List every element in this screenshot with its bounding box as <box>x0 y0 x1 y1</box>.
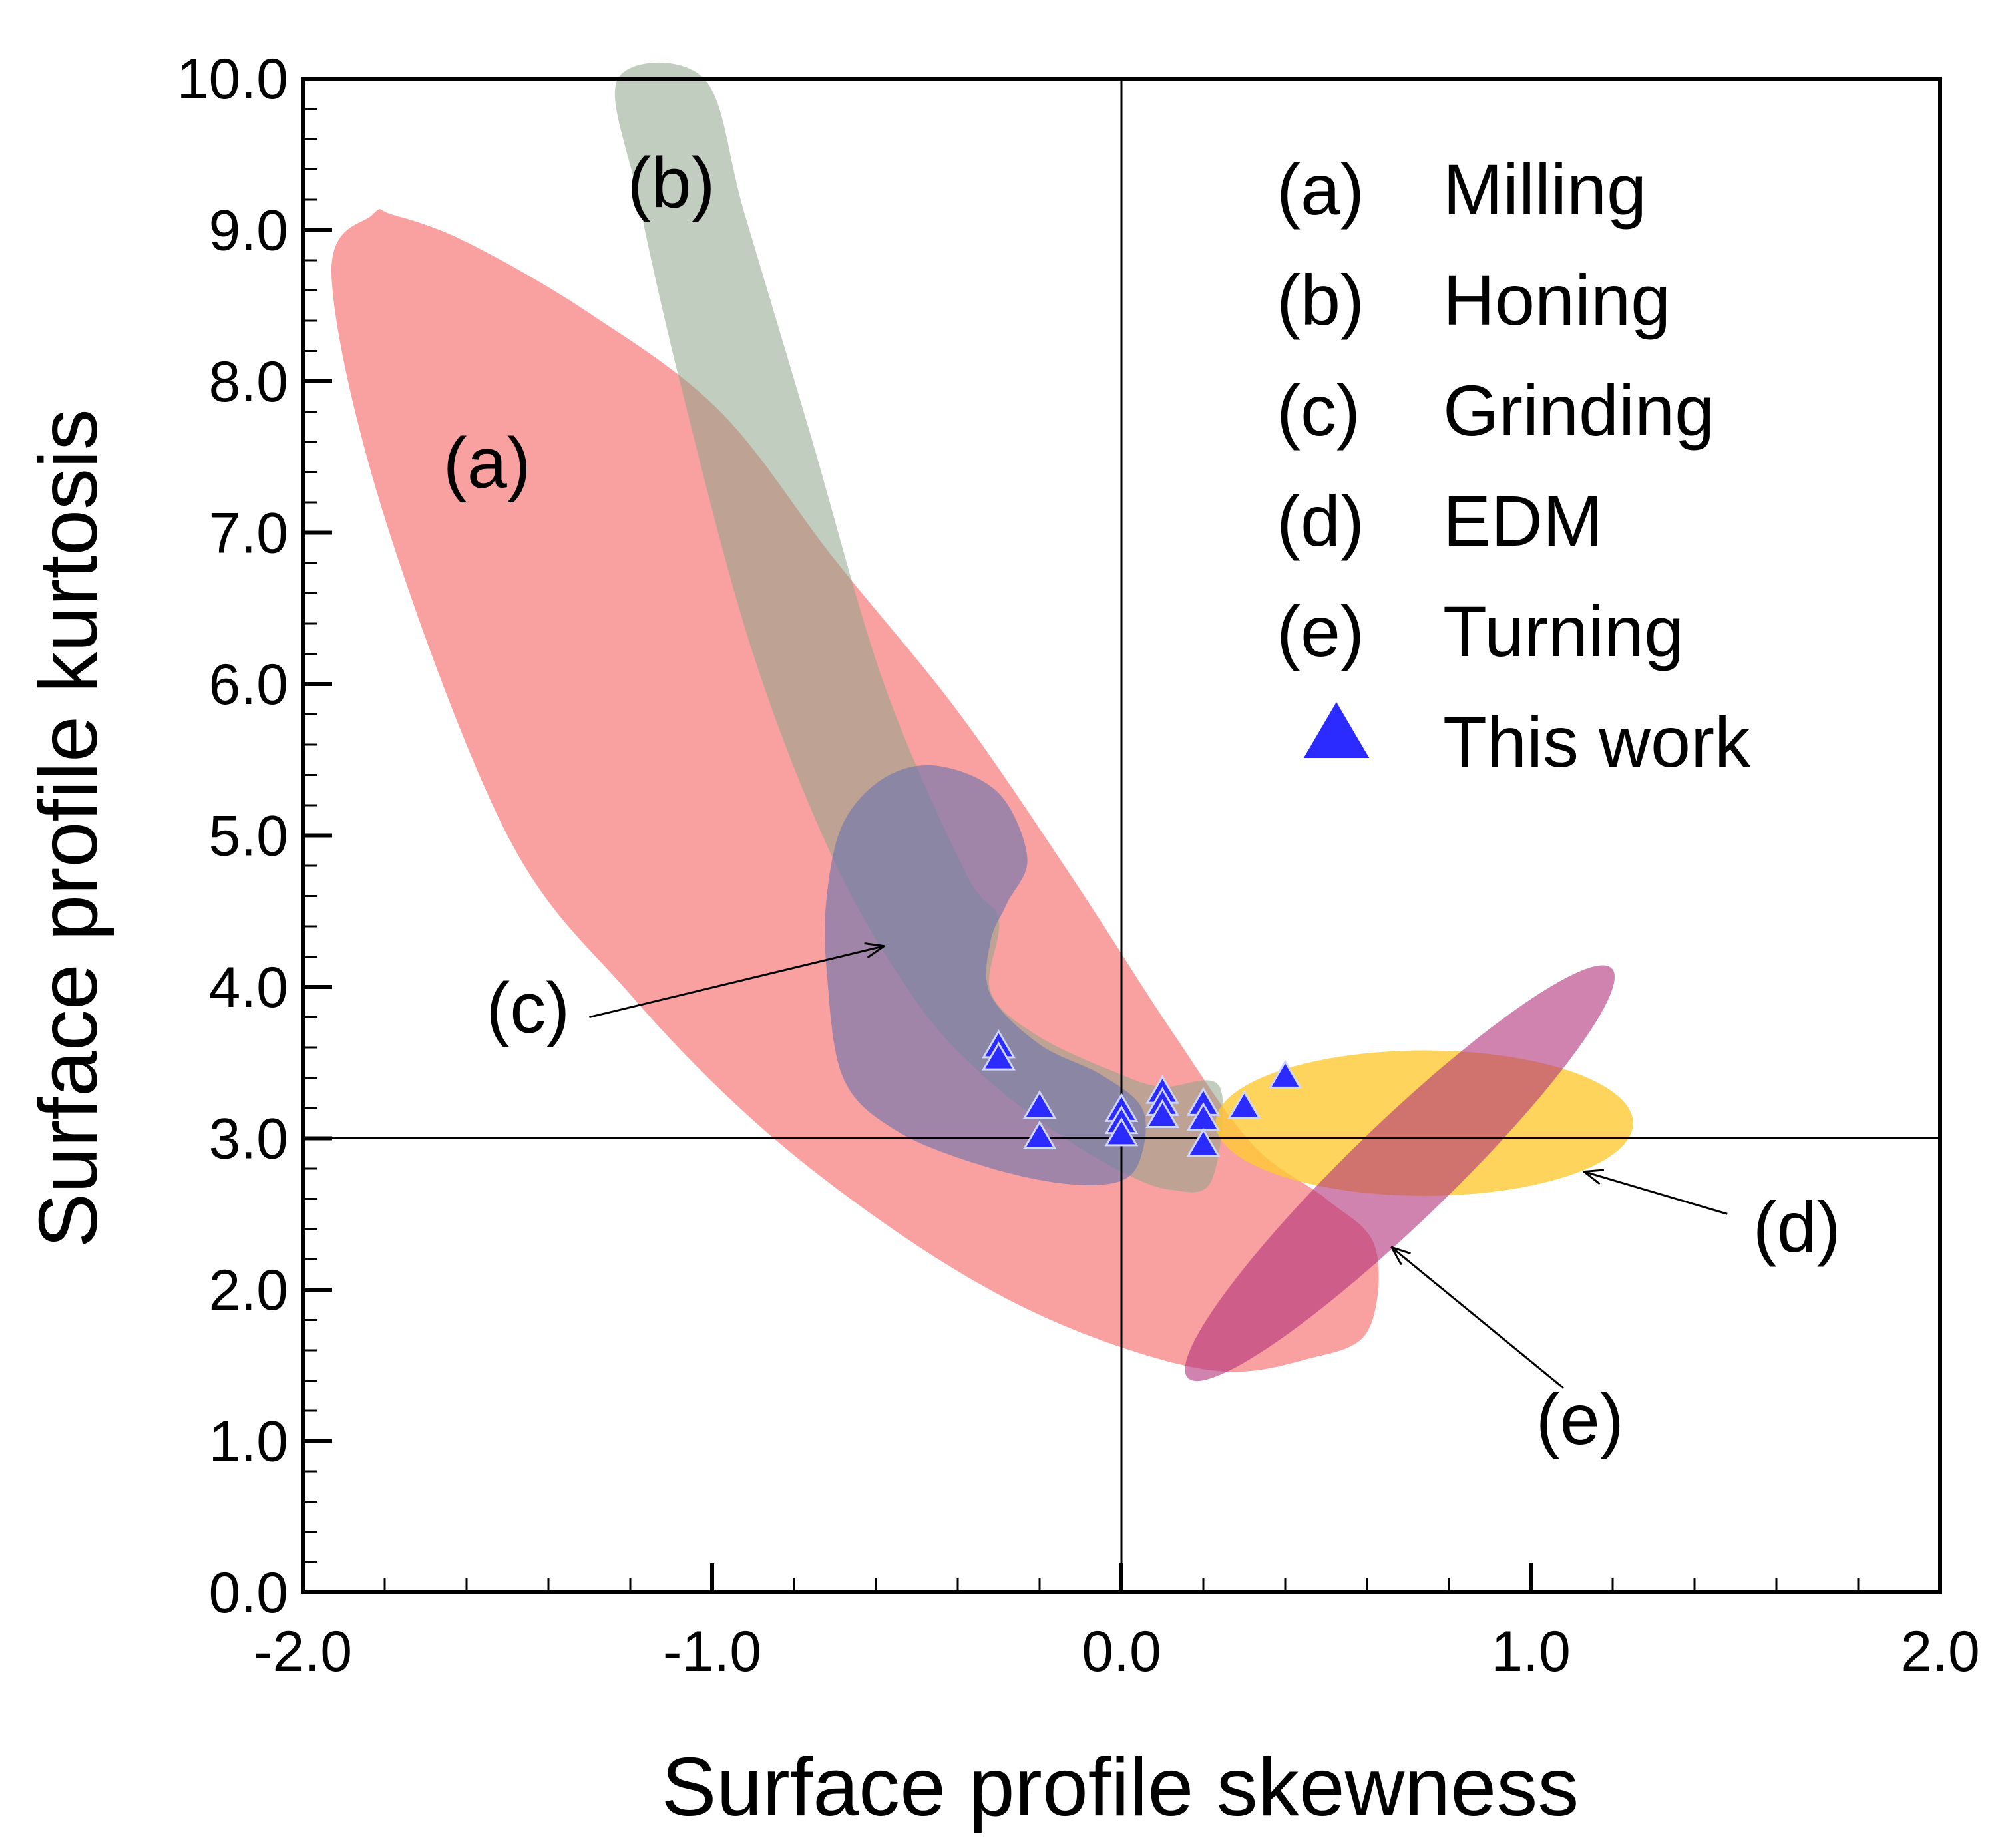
data-point-triangle <box>982 1041 1016 1071</box>
region-label-c: (c) <box>486 967 570 1047</box>
region-e-turning <box>1185 965 1615 1382</box>
x-axis-label: Surface profile skewness <box>662 1742 1579 1833</box>
region-c-grinding <box>825 765 1146 1185</box>
legend-tag: (b) <box>1277 260 1364 340</box>
y-tick-label: 1.0 <box>208 1410 288 1474</box>
data-point-triangle <box>1022 1090 1057 1119</box>
x-tick-label: 1.0 <box>1491 1620 1571 1684</box>
legend-label: Turning <box>1443 591 1684 671</box>
legend-item-this-work: This work <box>1303 701 1751 782</box>
legend-label: EDM <box>1443 480 1603 561</box>
y-tick-label: 5.0 <box>208 805 288 868</box>
region-label-a: (a) <box>443 422 531 502</box>
y-tick-label: 10.0 <box>177 47 288 111</box>
y-tick-label: 4.0 <box>208 956 288 1019</box>
legend-item-turning: (e) Turning <box>1277 591 1684 671</box>
y-tick-label: 2.0 <box>208 1258 288 1322</box>
legend-label: This work <box>1443 701 1751 782</box>
region-label-b: (b) <box>628 142 715 222</box>
y-tick-label: 0.0 <box>208 1561 288 1625</box>
axes: -2.0 -1.0 0.0 1.0 2.0 0.0 1.0 2.0 3.0 4.0 5.0 6.0 7.… <box>177 47 1980 1684</box>
data-point-triangle <box>1145 1099 1179 1129</box>
legend-tag: (e) <box>1277 591 1364 671</box>
y-tick-label: 9.0 <box>208 199 288 263</box>
legend-item-milling: (a) Milling <box>1277 149 1647 230</box>
this-work-points <box>982 1029 1303 1157</box>
y-tick-label: 6.0 <box>208 653 288 717</box>
data-point-triangle <box>1104 1117 1139 1147</box>
arrow-c <box>589 946 885 1018</box>
arrow-d <box>1584 1172 1728 1215</box>
y-tick-label: 7.0 <box>208 502 288 566</box>
legend-item-grinding: (c) Grinding <box>1277 370 1714 451</box>
legend-label: Honing <box>1443 260 1671 340</box>
legend-item-edm: (d) EDM <box>1277 480 1603 561</box>
data-point-triangle <box>1186 1127 1221 1157</box>
x-tick-label: 0.0 <box>1082 1620 1161 1684</box>
data-point-triangle <box>1022 1120 1057 1149</box>
y-axis-label: Surface profile kurtosis <box>23 409 114 1248</box>
arrow-e <box>1392 1247 1565 1389</box>
legend-tag: (c) <box>1277 370 1360 451</box>
legend-label: Grinding <box>1443 370 1714 451</box>
legend-item-honing: (b) Honing <box>1277 260 1671 340</box>
x-tick-label: 2.0 <box>1900 1620 1980 1684</box>
data-point-triangle <box>1227 1090 1261 1119</box>
region-b-honing <box>614 62 1223 1193</box>
region-label-d: (d) <box>1753 1187 1841 1267</box>
y-tick-label: 8.0 <box>208 350 288 414</box>
x-tick-label: -2.0 <box>254 1620 352 1684</box>
y-tick-label: 3.0 <box>208 1107 288 1171</box>
process-regions <box>331 62 1633 1382</box>
legend-tag: (d) <box>1277 480 1364 561</box>
data-point-triangle <box>1268 1059 1303 1089</box>
legend: (a) Milling (b) Honing (c) Grinding (d) EDM (e) T… <box>1277 149 1751 782</box>
legend-label: Milling <box>1443 149 1647 230</box>
legend-tag: (a) <box>1277 149 1364 230</box>
x-tick-label: -1.0 <box>663 1620 761 1684</box>
region-label-e: (e) <box>1536 1379 1624 1459</box>
legend-triangle-icon <box>1303 702 1370 758</box>
region-annotations: (a) (b) (c) (d) (e) <box>443 142 1841 1459</box>
